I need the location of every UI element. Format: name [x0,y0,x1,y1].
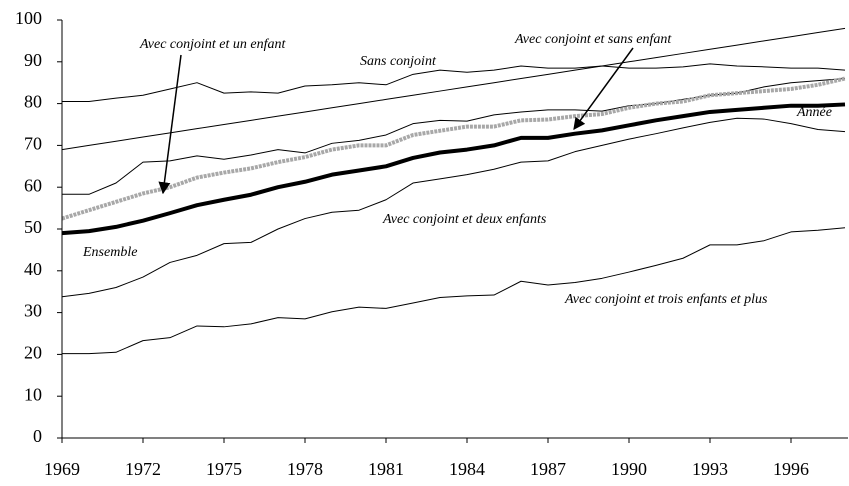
plot [61,27,846,355]
series-label: Avec conjoint et trois enfants et plus [564,292,768,307]
y-tick-label: 30 [24,301,42,321]
x-tick-label: 1993 [692,459,728,479]
x-tick-label: 1969 [44,459,80,479]
y-tick-label: 80 [24,92,42,112]
series-line [61,76,846,221]
series-label: Avec conjoint et deux enfants [382,212,547,227]
x-tick-label: 1996 [773,459,809,479]
series-line [61,27,846,151]
series-line [62,63,846,103]
series-line [62,227,846,355]
series-line [61,102,846,236]
series-label: Avec conjoint et un enfant [139,37,287,52]
y-tick-label: 60 [24,175,42,195]
arrow [158,54,182,195]
x-tick-label: 1981 [368,459,404,479]
series-line [61,117,846,298]
y-tick-label: 0 [33,426,42,446]
x-tick-label: 1975 [206,459,242,479]
y-tick-label: 40 [24,259,42,279]
y-tick-label: 20 [24,343,42,363]
x-tick-label: 1972 [125,459,161,479]
series-line [62,78,846,195]
x-tick-label: 1978 [287,459,323,479]
x-tick-label: 1990 [611,459,647,479]
series-label: Ensemble [82,245,137,260]
series-label: Avec conjoint et sans enfant [514,32,672,47]
series-label: Année [796,105,832,120]
y-tick-label: 100 [15,8,42,28]
x-tick-label: 1984 [449,459,485,479]
y-tick-label: 90 [24,50,42,70]
series-label: Sans conjoint [360,54,437,69]
y-tick-label: 70 [24,134,42,154]
y-tick-label: 50 [24,217,42,237]
x-tick-label: 1987 [530,459,566,479]
y-tick-label: 10 [24,384,42,404]
arrow [573,47,634,130]
